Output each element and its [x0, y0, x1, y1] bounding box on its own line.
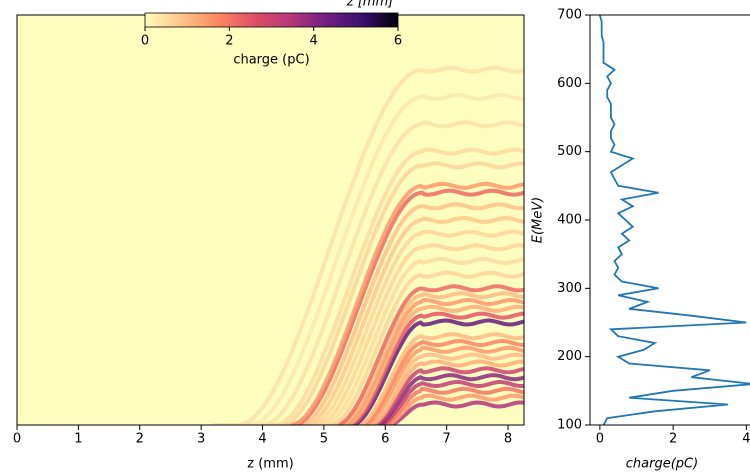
- x-axis-label: charge(pC): [626, 457, 698, 472]
- track: [299, 256, 524, 425]
- y-tick-label: 200: [557, 349, 582, 364]
- x-tick-label: 7: [443, 432, 451, 447]
- track: [314, 291, 524, 425]
- x-axis-label: z (mm): [247, 457, 293, 472]
- track: [238, 120, 524, 425]
- x-tick-label: 4: [258, 432, 266, 447]
- track: [265, 181, 524, 425]
- axes-frame: [589, 14, 750, 426]
- colorbar-label: charge (pC): [233, 53, 309, 68]
- x-tick-label: 2: [136, 432, 144, 447]
- track: [256, 161, 524, 425]
- track: [323, 311, 524, 425]
- track: [250, 147, 524, 425]
- x-tick-label: 6: [381, 432, 389, 447]
- colorbar-tick-label: 0: [141, 34, 149, 49]
- track: [327, 318, 524, 425]
- line: [599, 14, 750, 426]
- y-tick-label: 100: [557, 418, 582, 433]
- colorbar-top-label: z [mm]: [346, 0, 393, 10]
- y-tick-label: 500: [557, 144, 582, 159]
- track: [333, 332, 524, 425]
- colorbar-tick-label: 6: [394, 34, 402, 49]
- x-tick-label: 4: [742, 432, 750, 447]
- y-tick-label: 400: [557, 213, 582, 228]
- y-tick-label: 300: [557, 281, 582, 296]
- x-tick-label: 1: [74, 432, 82, 447]
- track: [317, 297, 524, 425]
- y-tick-label: 700: [557, 8, 582, 23]
- y-axis-label: E(MeV): [531, 197, 546, 243]
- colorbar-tick-label: 2: [225, 34, 233, 49]
- colorbar-tick-label: 4: [310, 34, 318, 49]
- track: [320, 304, 524, 425]
- x-tick-label: 5: [320, 432, 328, 447]
- track: [225, 92, 524, 425]
- x-tick-label: 2: [669, 432, 677, 447]
- x-tick-label: 8: [504, 432, 512, 447]
- x-tick-label: 0: [596, 432, 604, 447]
- track: [280, 215, 524, 425]
- track: [274, 202, 524, 425]
- track: [268, 188, 524, 425]
- heatmap-tracks: [213, 65, 524, 425]
- track: [213, 65, 524, 425]
- track: [305, 270, 524, 425]
- track: [293, 243, 524, 425]
- colorbar: [144, 12, 399, 28]
- x-tick-label: 0: [13, 432, 21, 447]
- x-tick-label: 3: [197, 432, 205, 447]
- track: [311, 284, 524, 425]
- track: [287, 229, 524, 425]
- y-tick-label: 600: [557, 76, 582, 91]
